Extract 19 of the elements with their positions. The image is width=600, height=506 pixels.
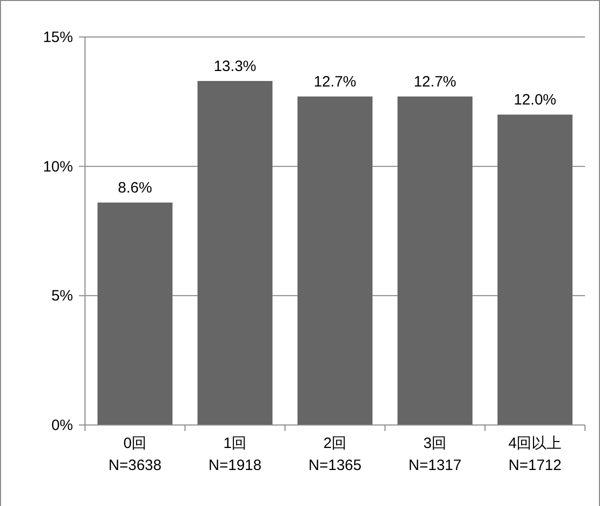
x-tick-label: 1回 N=1918 (208, 435, 262, 474)
data-label: 12.7% (314, 73, 356, 90)
data-label: 12.0% (514, 92, 556, 109)
bar (398, 96, 472, 425)
x-tick-label: 4回以上 N=1712 (508, 435, 562, 474)
y-tick-label: 15% (42, 29, 73, 46)
y-tick-label: 5% (51, 288, 73, 305)
y-tick-label: 0% (51, 417, 73, 434)
bar (98, 202, 172, 425)
bar (498, 114, 572, 425)
data-label: 13.3% (214, 58, 256, 75)
x-tick-label: 3回 N=1317 (408, 435, 462, 474)
x-tick-label: 2回 N=1365 (308, 435, 362, 474)
x-tick-label: 0回 N=3638 (108, 435, 162, 474)
bar (298, 96, 372, 425)
data-label: 12.7% (414, 73, 456, 90)
data-label: 8.6% (118, 180, 152, 197)
y-tick-label: 10% (42, 158, 73, 176)
bar (198, 80, 272, 425)
